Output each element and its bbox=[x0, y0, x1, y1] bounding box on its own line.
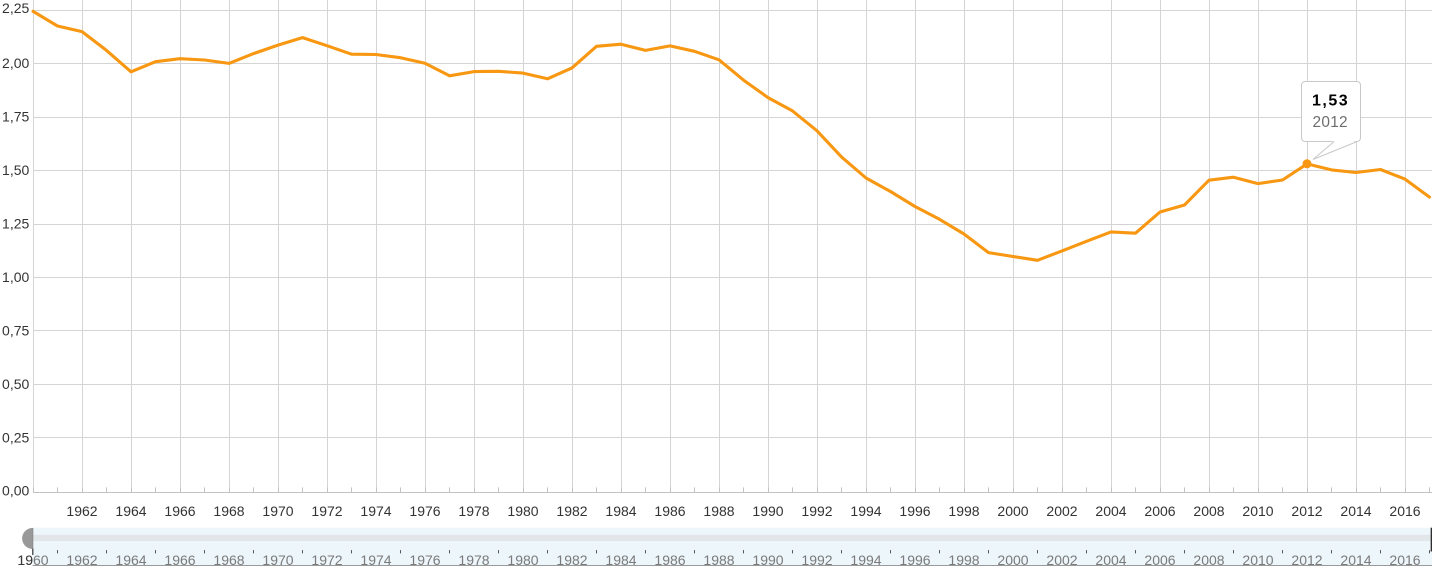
svg-text:2000: 2000 bbox=[997, 503, 1028, 519]
svg-text:1988: 1988 bbox=[703, 552, 734, 568]
svg-text:2002: 2002 bbox=[1046, 503, 1077, 519]
svg-text:1974: 1974 bbox=[360, 503, 391, 519]
svg-text:1984: 1984 bbox=[605, 552, 636, 568]
svg-text:1982: 1982 bbox=[556, 552, 587, 568]
svg-text:1976: 1976 bbox=[409, 552, 440, 568]
svg-text:1976: 1976 bbox=[409, 503, 440, 519]
svg-text:2012: 2012 bbox=[1291, 552, 1322, 568]
svg-text:2016: 2016 bbox=[1389, 503, 1420, 519]
svg-text:0,00: 0,00 bbox=[2, 483, 29, 499]
svg-text:2010: 2010 bbox=[1242, 503, 1273, 519]
svg-text:1,75: 1,75 bbox=[2, 109, 29, 125]
svg-text:1996: 1996 bbox=[899, 503, 930, 519]
svg-text:0,50: 0,50 bbox=[2, 376, 29, 392]
svg-text:1998: 1998 bbox=[948, 503, 979, 519]
svg-text:1962: 1962 bbox=[66, 503, 97, 519]
svg-text:2012: 2012 bbox=[1291, 503, 1322, 519]
svg-text:2014: 2014 bbox=[1340, 503, 1371, 519]
svg-text:1,53: 1,53 bbox=[1312, 93, 1349, 110]
svg-text:1968: 1968 bbox=[213, 552, 244, 568]
svg-text:1974: 1974 bbox=[360, 552, 391, 568]
svg-text:1980: 1980 bbox=[507, 552, 538, 568]
svg-text:1986: 1986 bbox=[654, 503, 685, 519]
svg-text:1996: 1996 bbox=[899, 552, 930, 568]
svg-text:1978: 1978 bbox=[458, 503, 489, 519]
svg-text:1994: 1994 bbox=[850, 503, 881, 519]
svg-text:1992: 1992 bbox=[801, 503, 832, 519]
svg-text:2,25: 2,25 bbox=[2, 0, 29, 16]
svg-text:1970: 1970 bbox=[262, 552, 293, 568]
svg-text:1966: 1966 bbox=[164, 552, 195, 568]
svg-text:2004: 2004 bbox=[1095, 552, 1126, 568]
svg-text:1988: 1988 bbox=[703, 503, 734, 519]
svg-text:1968: 1968 bbox=[213, 503, 244, 519]
svg-text:1982: 1982 bbox=[556, 503, 587, 519]
svg-text:1962: 1962 bbox=[66, 552, 97, 568]
svg-text:1984: 1984 bbox=[605, 503, 636, 519]
svg-text:1966: 1966 bbox=[164, 503, 195, 519]
svg-text:1972: 1972 bbox=[311, 552, 342, 568]
svg-text:1994: 1994 bbox=[850, 552, 881, 568]
svg-text:1998: 1998 bbox=[948, 552, 979, 568]
svg-text:2008: 2008 bbox=[1193, 503, 1224, 519]
svg-text:2016: 2016 bbox=[1389, 552, 1420, 568]
svg-text:1986: 1986 bbox=[654, 552, 685, 568]
svg-text:1992: 1992 bbox=[801, 552, 832, 568]
svg-text:2010: 2010 bbox=[1242, 552, 1273, 568]
svg-text:2014: 2014 bbox=[1340, 552, 1371, 568]
svg-text:1970: 1970 bbox=[262, 503, 293, 519]
svg-text:1972: 1972 bbox=[311, 503, 342, 519]
svg-text:1,50: 1,50 bbox=[2, 162, 29, 178]
svg-text:2004: 2004 bbox=[1095, 503, 1126, 519]
svg-text:2,00: 2,00 bbox=[2, 55, 29, 71]
svg-text:1990: 1990 bbox=[752, 552, 783, 568]
svg-text:1,25: 1,25 bbox=[2, 216, 29, 232]
svg-text:2002: 2002 bbox=[1046, 552, 1077, 568]
svg-text:1964: 1964 bbox=[115, 503, 146, 519]
svg-text:1960: 1960 bbox=[17, 552, 48, 568]
svg-text:1990: 1990 bbox=[752, 503, 783, 519]
svg-text:1964: 1964 bbox=[115, 552, 146, 568]
svg-text:2008: 2008 bbox=[1193, 552, 1224, 568]
svg-text:0,25: 0,25 bbox=[2, 429, 29, 445]
svg-text:1960: 1960 bbox=[17, 552, 48, 568]
svg-text:2006: 2006 bbox=[1144, 503, 1175, 519]
svg-text:2012: 2012 bbox=[1312, 114, 1347, 131]
svg-text:2000: 2000 bbox=[997, 552, 1028, 568]
svg-text:1,00: 1,00 bbox=[2, 269, 29, 285]
svg-text:1978: 1978 bbox=[458, 552, 489, 568]
svg-text:0,75: 0,75 bbox=[2, 322, 29, 338]
svg-text:1980: 1980 bbox=[507, 503, 538, 519]
svg-text:2006: 2006 bbox=[1144, 552, 1175, 568]
